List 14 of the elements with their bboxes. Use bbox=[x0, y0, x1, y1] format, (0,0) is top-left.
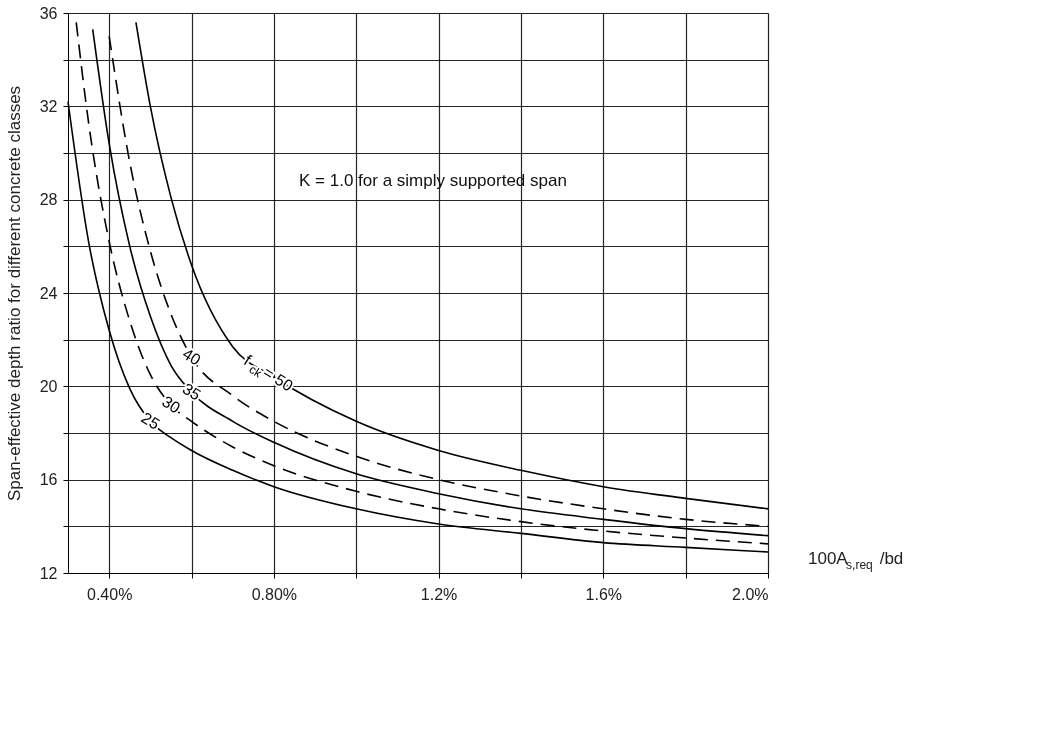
y-tick-label: 36 bbox=[39, 4, 58, 22]
y-tick-label: 12 bbox=[39, 564, 58, 582]
x-tick-label: 2.0% bbox=[732, 585, 769, 603]
x-tick-label: 0.80% bbox=[251, 585, 298, 603]
y-tick-label: 20 bbox=[39, 377, 58, 395]
y-tick-label: 16 bbox=[39, 471, 58, 489]
y-axis-title: Span-effective depth ratio for different concrete classes bbox=[4, 85, 24, 502]
x-tick-label: 0.40% bbox=[86, 585, 133, 603]
y-tick-label: 28 bbox=[39, 191, 58, 209]
y-tick-label: 24 bbox=[39, 284, 58, 302]
x-tick-label: 1.6% bbox=[585, 585, 623, 603]
text: 40 bbox=[179, 344, 204, 369]
y-tick-label: 32 bbox=[39, 97, 58, 115]
x-tick-label: 1.2% bbox=[420, 585, 458, 603]
